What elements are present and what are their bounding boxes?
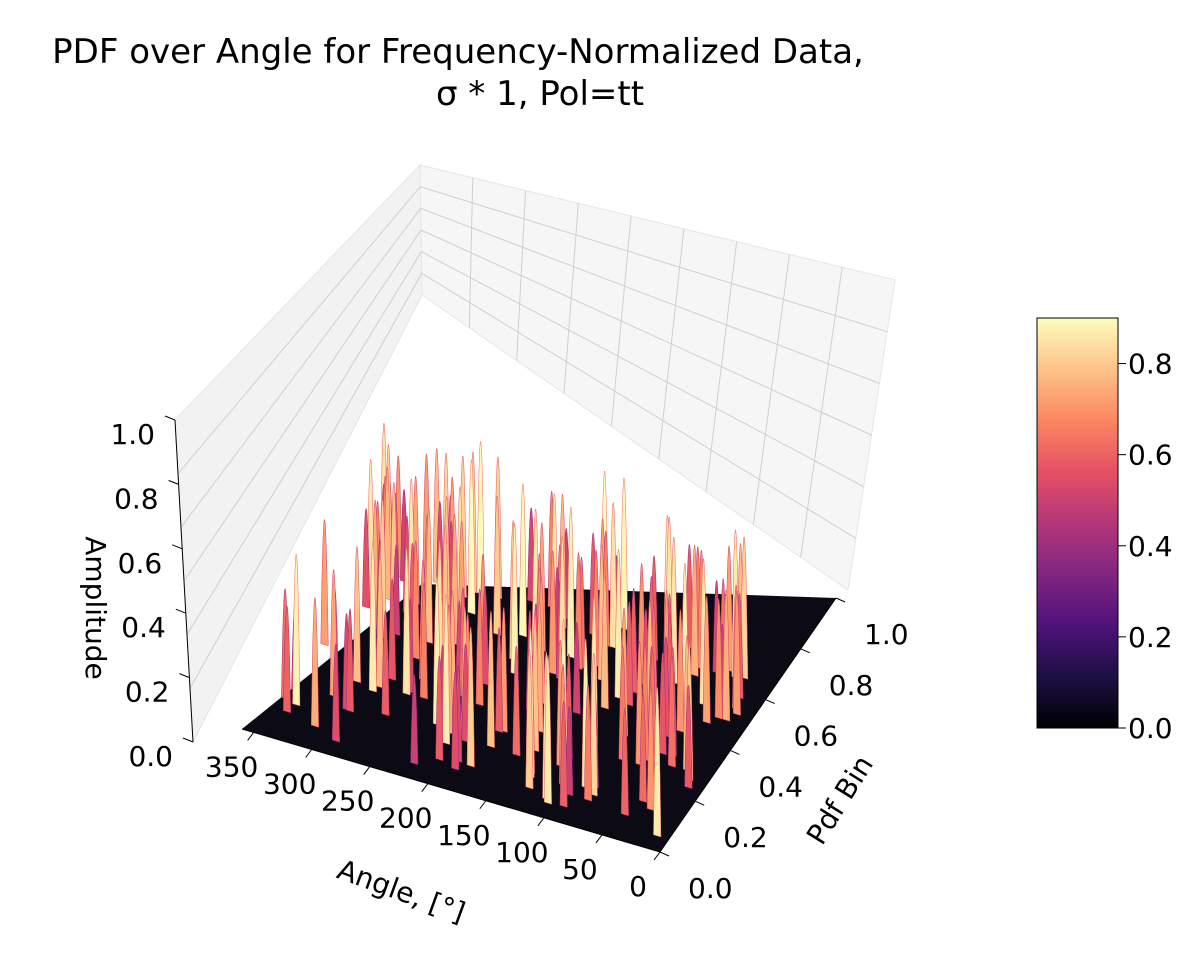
x-tick-mark: [364, 767, 370, 775]
chart-title-line1: PDF over Angle for Frequency-Normalized …: [52, 32, 864, 72]
x-tick-label: 300: [263, 768, 316, 801]
surface-ridge: [519, 484, 526, 637]
colorbar-tick-label: 0.6: [1128, 439, 1173, 472]
y-tick-label: 0.4: [758, 770, 803, 803]
x-tick-mark: [306, 750, 312, 758]
y-tick-mark: [730, 750, 739, 754]
colorbar: 0.0 0.2 0.4 0.6 0.8: [1037, 318, 1173, 745]
colorbar-tick-label: 0.0: [1128, 712, 1173, 745]
z-tick-mark: [169, 480, 179, 484]
surface-ridge: [567, 507, 574, 658]
z-tick-label: 0.2: [125, 676, 170, 709]
colorbar-gradient: [1037, 318, 1118, 728]
z-tick-mark: [183, 738, 193, 742]
x-tick-mark: [596, 835, 602, 843]
chart-title-line2: σ * 1, Pol=tt: [436, 74, 644, 114]
z-axis-label: Amplitude: [79, 536, 112, 680]
colorbar-tick-label: 0.4: [1128, 530, 1173, 563]
x-tick-label: 100: [495, 836, 548, 869]
x-tick-mark: [248, 732, 254, 740]
x-tick-label: 50: [562, 853, 598, 886]
y-tick-label: 0.2: [723, 821, 768, 854]
z-tick-label: 0.4: [121, 611, 166, 644]
y-tick-label: 0.6: [794, 720, 839, 753]
x-axis-label: Angle, [°]: [333, 853, 470, 930]
z-tick-label: 0.0: [128, 740, 173, 773]
x-tick-mark: [422, 784, 428, 792]
y-tick-mark: [660, 852, 669, 856]
y-axis-label: Pdf Bin: [800, 750, 880, 851]
y-tick-mark: [695, 801, 704, 805]
z-tick-mark: [165, 416, 175, 420]
z-tick-mark: [176, 609, 186, 613]
colorbar-ticks: 0.0 0.2 0.4 0.6 0.8: [1118, 348, 1173, 745]
z-tick-label: 0.6: [118, 547, 163, 580]
surface-ridge: [311, 597, 318, 727]
x-tick-mark: [654, 852, 660, 860]
surface-ridge: [321, 519, 328, 645]
y-tick-label: 0.0: [688, 872, 733, 905]
y-tick-mark: [836, 598, 845, 602]
z-tick-label: 1.0: [110, 418, 155, 451]
z-tick-label: 0.8: [114, 482, 159, 515]
x-tick-mark: [480, 801, 486, 809]
x-tick-label: 200: [379, 802, 432, 835]
x-tick-label: 0: [629, 870, 647, 903]
z-tick-mark: [179, 674, 189, 678]
x-tick-label: 250: [321, 785, 374, 818]
y-tick-label: 1.0: [864, 618, 909, 651]
colorbar-tick-label: 0.8: [1128, 348, 1173, 381]
y-tick-mark: [801, 649, 810, 653]
z-tick-mark: [172, 545, 182, 549]
x-tick-label: 350: [205, 750, 258, 783]
y-tick-mark: [766, 700, 775, 704]
surface-ridge: [353, 546, 360, 682]
x-tick-mark: [538, 818, 544, 826]
surface-ridge: [293, 554, 300, 706]
y-tick-label: 0.8: [829, 669, 874, 702]
x-tick-label: 150: [437, 819, 490, 852]
colorbar-tick-label: 0.2: [1128, 621, 1173, 654]
surface-ridge: [620, 478, 627, 630]
